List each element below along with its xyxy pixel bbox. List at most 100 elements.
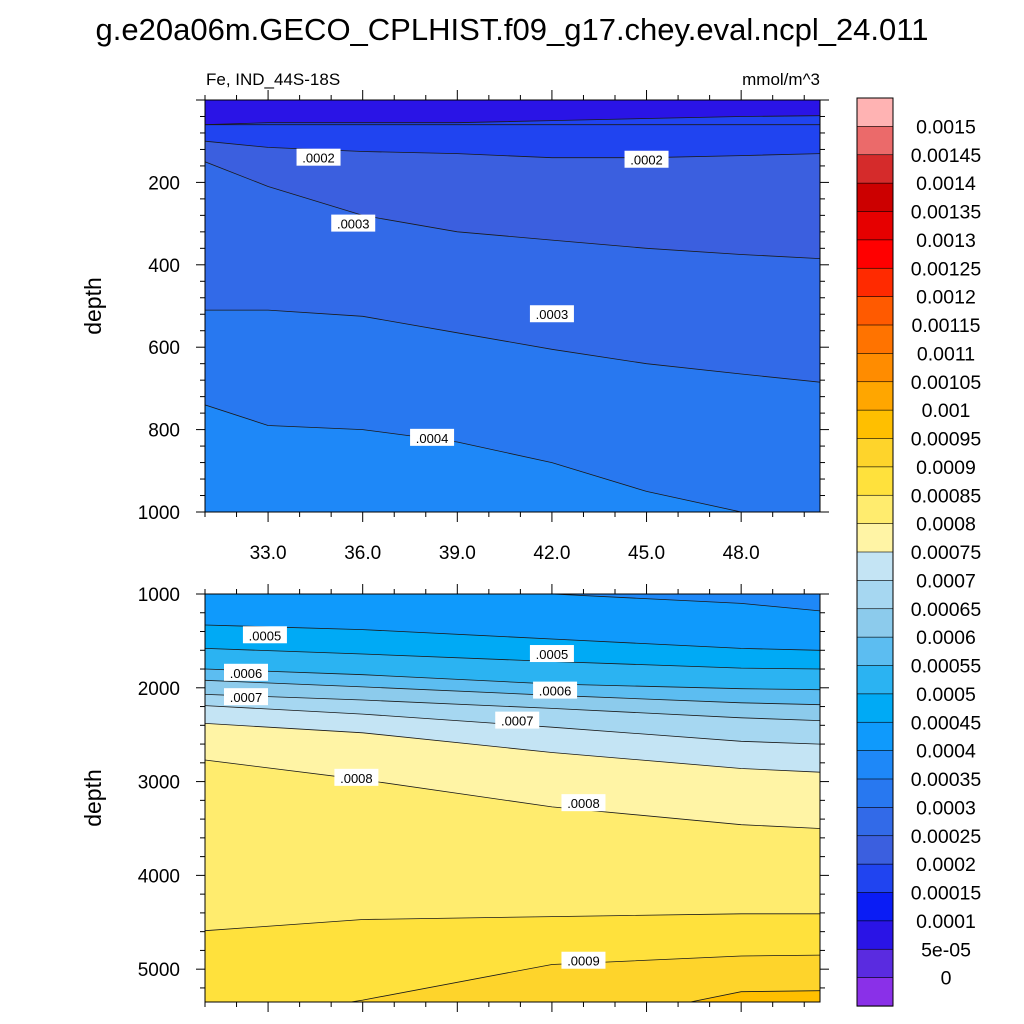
colorbar-label: 0.0007 (916, 570, 976, 592)
colorbar-label: 0.00075 (911, 542, 982, 564)
colorbar-swatch (856, 126, 894, 156)
colorbar-label: 0.001 (922, 400, 971, 422)
upper-xtick-label: 42.0 (533, 543, 570, 564)
colorbar-label: 0.0001 (916, 911, 976, 933)
upper-band-5 (205, 404, 742, 512)
lower-contour-label-3: .0006 (533, 681, 578, 699)
upper-ytick-label: 800 (148, 421, 180, 442)
colorbar-label: 0.0014 (916, 173, 976, 195)
svg-text:.0006: .0006 (539, 684, 572, 699)
colorbar-label: 0.00145 (911, 145, 982, 167)
colorbar-swatch (856, 267, 894, 298)
colorbar-label: 0.00135 (911, 202, 982, 224)
upper-ytick-label: 600 (148, 338, 180, 359)
colorbar-swatch (856, 466, 894, 496)
lower-contour-line-10 (348, 954, 820, 1002)
lower-contour-label-7: .0008 (561, 794, 606, 812)
colorbar-label: 0.0012 (916, 287, 976, 309)
colorbar-swatch (856, 693, 894, 723)
colorbar-label: 0 (941, 968, 952, 990)
upper-contour-line-5 (205, 404, 743, 512)
colorbar-swatch (856, 636, 894, 667)
colorbar-swatch (856, 608, 894, 638)
colorbar-label: 0.0013 (916, 230, 976, 252)
lower-ytick-label: 1000 (138, 585, 180, 606)
svg-text:.0007: .0007 (501, 714, 534, 729)
colorbar-swatch (856, 353, 894, 383)
colorbar-swatch (856, 409, 894, 440)
upper-contour-label-3: .0003 (529, 305, 574, 323)
lower-panel: .0005 .0005 .0006 .0006 .0007 .0007 .0008 .0008… (138, 584, 829, 1012)
lower-contour-line-11 (688, 990, 820, 1002)
svg-text:.0006: .0006 (230, 666, 263, 681)
colorbar-label: 0.00045 (911, 712, 982, 734)
svg-text:.0008: .0008 (567, 796, 600, 811)
colorbar-swatch (856, 920, 894, 950)
lower-contour-label-0: .0005 (242, 626, 287, 644)
colorbar-label: 0.0004 (916, 741, 976, 763)
upper-contour-label-2: .0003 (331, 214, 376, 232)
chart-title: g.e20a06m.GECO_CPLHIST.f09_g17.chey.eval… (96, 12, 929, 47)
colorbar-swatch (856, 494, 894, 525)
lower-ytick-label: 5000 (138, 960, 180, 981)
colorbar: 0.0015 0.00145 0.0014 0.00135 0.0013 0.00125 0… (856, 97, 982, 1007)
colorbar-label: 0.00085 (911, 485, 982, 507)
colorbar-label: 0.0009 (916, 457, 976, 479)
upper-xtick-label: 39.0 (439, 543, 476, 564)
svg-text:.0003: .0003 (337, 217, 370, 232)
lower-ytick-label: 3000 (138, 773, 180, 794)
upper-contour-line-4 (205, 309, 820, 383)
colorbar-label: 5e-05 (921, 939, 971, 961)
colorbar-swatch (856, 97, 894, 127)
colorbar-label: 0.00095 (911, 429, 982, 451)
upper-contour-line-1 (205, 115, 820, 126)
upper-xtick-label: 45.0 (628, 543, 665, 564)
upper-xtick-label: 33.0 (250, 543, 287, 564)
colorbar-label: 0.0005 (916, 684, 976, 706)
colorbar-label: 0.0015 (916, 116, 976, 138)
colorbar-swatch (856, 211, 894, 241)
colorbar-label: 0.0006 (916, 627, 976, 649)
lower-contour-label-6: .0008 (334, 768, 379, 786)
svg-text:.0004: .0004 (416, 431, 449, 446)
svg-text:.0002: .0002 (630, 153, 663, 168)
lower-contour-line-9 (205, 913, 820, 932)
colorbar-swatch (856, 438, 894, 468)
lower-contour-label-2: .0006 (224, 663, 268, 681)
colorbar-label: 0.00025 (911, 826, 982, 848)
upper-frame (204, 99, 821, 513)
colorbar-label: 0.00115 (911, 315, 980, 337)
lower-contour-label-1: .0005 (529, 645, 574, 663)
upper-ytick-label: 1000 (138, 503, 180, 524)
lower-contour-line-7 (205, 723, 820, 773)
lower-contour-line-5 (205, 694, 820, 721)
lower-frame (204, 593, 821, 1003)
colorbar-swatch (856, 750, 894, 780)
lower-contour-label-8: .0009 (561, 951, 606, 969)
colorbar-swatch (856, 892, 894, 922)
colorbar-swatch (856, 807, 894, 837)
colorbar-swatch (856, 863, 894, 894)
colorbar-label: 0.00035 (911, 769, 982, 791)
lower-ytick-label: 4000 (138, 866, 180, 887)
svg-text:.0005: .0005 (249, 628, 282, 643)
colorbar-swatch (856, 523, 894, 553)
colorbar-swatch (856, 182, 894, 213)
upper-xtick-label: 48.0 (723, 543, 760, 564)
lower-contour-line-0 (205, 594, 820, 612)
lower-contour-label-4: .0007 (224, 688, 268, 706)
lower-contour-line-6 (205, 705, 820, 745)
svg-text:.0009: .0009 (567, 954, 600, 969)
colorbar-label: 0.00125 (911, 258, 982, 280)
lower-band-11 (690, 990, 820, 1002)
colorbar-swatch (856, 948, 894, 979)
colorbar-label: 0.0002 (916, 854, 976, 876)
upper-contour-label-0: .0002 (296, 148, 341, 166)
colorbar-swatch (856, 835, 894, 865)
colorbar-swatch (856, 324, 894, 354)
upper-contour-line-3 (205, 161, 820, 259)
colorbar-swatch (856, 721, 894, 752)
svg-text:.0008: .0008 (340, 771, 373, 786)
lower-contour-line-8 (205, 759, 820, 829)
